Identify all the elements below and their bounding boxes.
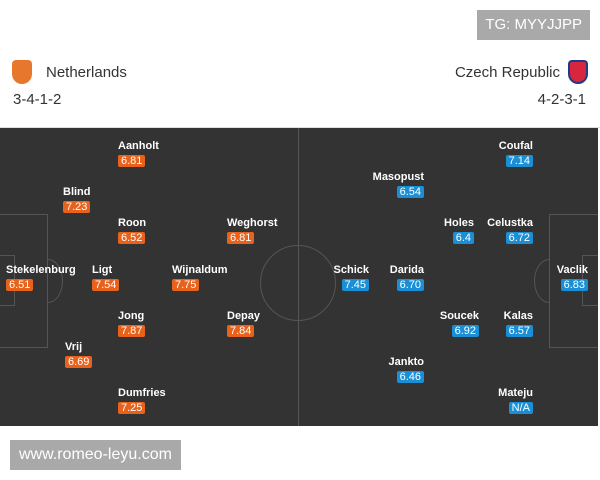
away-formation: 4-2-3-1: [537, 91, 586, 108]
home-player[interactable]: Jong 7.87: [118, 310, 146, 338]
away-player[interactable]: Kalas 6.57: [504, 310, 533, 338]
player-name: Darida: [389, 264, 424, 276]
player-name: Jong: [118, 310, 145, 322]
away-team-name[interactable]: Czech Republic: [454, 64, 560, 81]
player-rating-badge: 6.69: [65, 356, 93, 368]
player-name: Celustka: [487, 217, 533, 229]
away-player[interactable]: Celustka 6.72: [487, 217, 533, 245]
player-name: Holes: [444, 217, 474, 229]
player-rating-badge: 6.92: [451, 325, 479, 337]
away-player[interactable]: Jankto 6.46: [389, 356, 424, 384]
player-rating-badge: 6.4: [452, 232, 474, 244]
player-rating-badge: 6.81: [118, 155, 146, 167]
away-player[interactable]: Coufal 7.14: [499, 140, 533, 168]
player-rating-badge: 7.75: [172, 279, 200, 291]
home-player[interactable]: Ligt 7.54: [92, 264, 120, 292]
player-name: Schick: [333, 264, 369, 276]
player-name: Soucek: [439, 310, 479, 322]
center-circle: [260, 245, 336, 321]
player-rating-badge: 6.57: [505, 325, 533, 337]
player-name: Aanholt: [118, 140, 159, 152]
home-player[interactable]: Weghorst 6.81: [227, 217, 278, 245]
home-player[interactable]: Depay 7.84: [227, 310, 260, 338]
home-player[interactable]: Wijnaldum 7.75: [172, 264, 228, 292]
player-rating-badge: N/A: [508, 402, 533, 414]
home-player[interactable]: Dumfries 7.25: [118, 387, 166, 415]
home-team-name[interactable]: Netherlands: [46, 64, 127, 81]
player-name: Vrij: [65, 341, 83, 353]
player-name: Dumfries: [118, 387, 166, 399]
player-rating-badge: 6.81: [227, 232, 255, 244]
player-rating-badge: 6.83: [560, 279, 588, 291]
player-name: Weghorst: [227, 217, 278, 229]
player-rating-badge: 7.25: [118, 402, 146, 414]
player-rating-badge: 7.54: [92, 279, 120, 291]
home-player[interactable]: Vrij 6.69: [65, 341, 93, 369]
away-player[interactable]: Vaclik 6.83: [557, 264, 588, 292]
home-player[interactable]: Stekelenburg 6.51: [6, 264, 76, 292]
home-player[interactable]: Aanholt 6.81: [118, 140, 159, 168]
left-penalty-box: [0, 214, 48, 348]
player-rating-badge: 7.45: [341, 279, 369, 291]
player-name: Roon: [118, 217, 147, 229]
player-rating-badge: 6.72: [505, 232, 533, 244]
player-name: Masopust: [372, 171, 424, 183]
pitch: Aanholt 6.81 Blind 7.23 Roon 6.52 Weghorst 6.81…: [0, 128, 598, 426]
player-name: Vaclik: [556, 264, 588, 276]
player-rating-badge: 7.84: [227, 325, 255, 337]
right-penalty-box: [549, 214, 598, 348]
lion-shield-crest-icon: [568, 60, 588, 84]
player-name: Kalas: [503, 310, 533, 322]
player-name: Wijnaldum: [172, 264, 228, 276]
watermark-bottom: www.romeo-leyu.com: [10, 440, 181, 470]
away-player[interactable]: Holes 6.4: [444, 217, 474, 245]
lion-crest-icon: [12, 60, 32, 84]
home-player[interactable]: Blind 7.23: [63, 186, 91, 214]
home-player[interactable]: Roon 6.52: [118, 217, 146, 245]
player-rating-badge: 7.87: [118, 325, 146, 337]
player-rating-badge: 6.46: [396, 371, 424, 383]
player-name: Coufal: [498, 140, 533, 152]
player-rating-badge: 6.54: [396, 186, 424, 198]
watermark-top: TG: MYYJJPP: [477, 10, 590, 40]
player-rating-badge: 6.70: [396, 279, 424, 291]
player-name: Depay: [227, 310, 261, 322]
player-name: Mateju: [498, 387, 533, 399]
away-player[interactable]: Mateju N/A: [498, 387, 533, 415]
away-player[interactable]: Darida 6.70: [390, 264, 424, 292]
away-player[interactable]: Schick 7.45: [334, 264, 369, 292]
away-player[interactable]: Masopust 6.54: [373, 171, 424, 199]
player-name: Jankto: [388, 356, 424, 368]
player-rating-badge: 7.23: [63, 201, 91, 213]
player-name: Ligt: [92, 264, 113, 276]
player-rating-badge: 6.52: [118, 232, 146, 244]
home-formation: 3-4-1-2: [13, 91, 62, 108]
player-name: Stekelenburg: [6, 264, 76, 276]
away-player[interactable]: Soucek 6.92: [440, 310, 479, 338]
player-name: Blind: [63, 186, 91, 198]
player-rating-badge: 6.51: [6, 279, 34, 291]
player-rating-badge: 7.14: [505, 155, 533, 167]
match-header: Netherlands 3-4-1-2 Czech Republic 4-2-3…: [0, 52, 600, 128]
